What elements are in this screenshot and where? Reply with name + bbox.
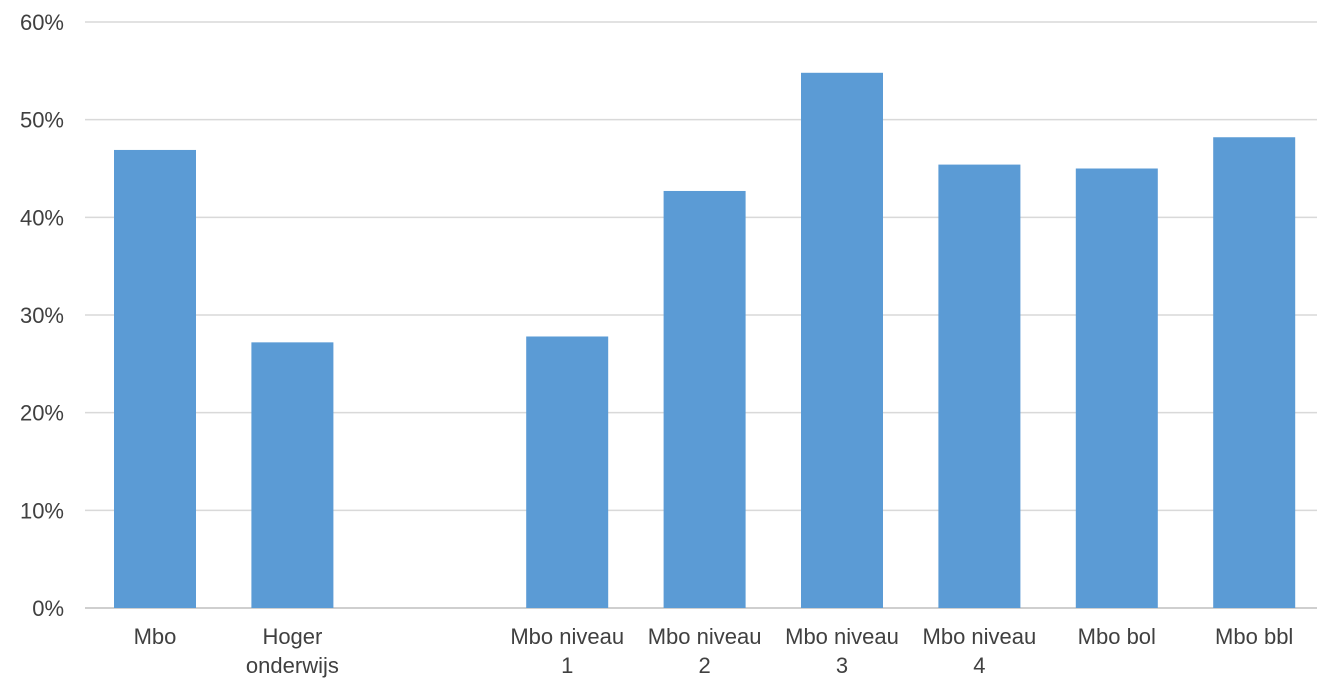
- y-tick-label: 30%: [20, 303, 64, 328]
- x-category-label: 1: [561, 653, 573, 678]
- bar-mbo-niveau-1: [526, 336, 608, 608]
- bars: [114, 73, 1295, 608]
- bar-mbo-bol: [1076, 169, 1158, 609]
- y-tick-label: 40%: [20, 205, 64, 230]
- bar-mbo-niveau-4: [938, 165, 1020, 608]
- bar-mbo-niveau-3: [801, 73, 883, 608]
- x-axis-category-labels: Mbo Hoger onderwijs Mbo niveau 1 Mbo niveau 2 M…: [134, 624, 1294, 678]
- x-category-label: 2: [698, 653, 710, 678]
- x-category-label: Mbo niveau: [923, 624, 1037, 649]
- x-category-label: Hoger: [262, 624, 322, 649]
- x-category-label: Mbo bbl: [1215, 624, 1293, 649]
- x-category-label: 4: [973, 653, 985, 678]
- x-category-label: 3: [836, 653, 848, 678]
- x-category-label: Mbo niveau: [785, 624, 899, 649]
- bar-hoger-onderwijs: [251, 342, 333, 608]
- y-tick-label: 10%: [20, 498, 64, 523]
- x-category-label: Mbo niveau: [510, 624, 624, 649]
- y-tick-label: 20%: [20, 401, 64, 426]
- y-axis-tick-labels: 0% 10% 20% 30% 40% 50% 60%: [20, 10, 64, 621]
- x-category-label: Mbo bol: [1078, 624, 1156, 649]
- y-tick-label: 50%: [20, 108, 64, 133]
- x-category-label: onderwijs: [246, 653, 339, 678]
- bar-mbo-bbl: [1213, 137, 1295, 608]
- y-tick-label: 0%: [32, 596, 64, 621]
- x-category-label: Mbo: [134, 624, 177, 649]
- x-category-label: Mbo niveau: [648, 624, 762, 649]
- bar-mbo: [114, 150, 196, 608]
- bar-mbo-niveau-2: [664, 191, 746, 608]
- y-tick-label: 60%: [20, 10, 64, 35]
